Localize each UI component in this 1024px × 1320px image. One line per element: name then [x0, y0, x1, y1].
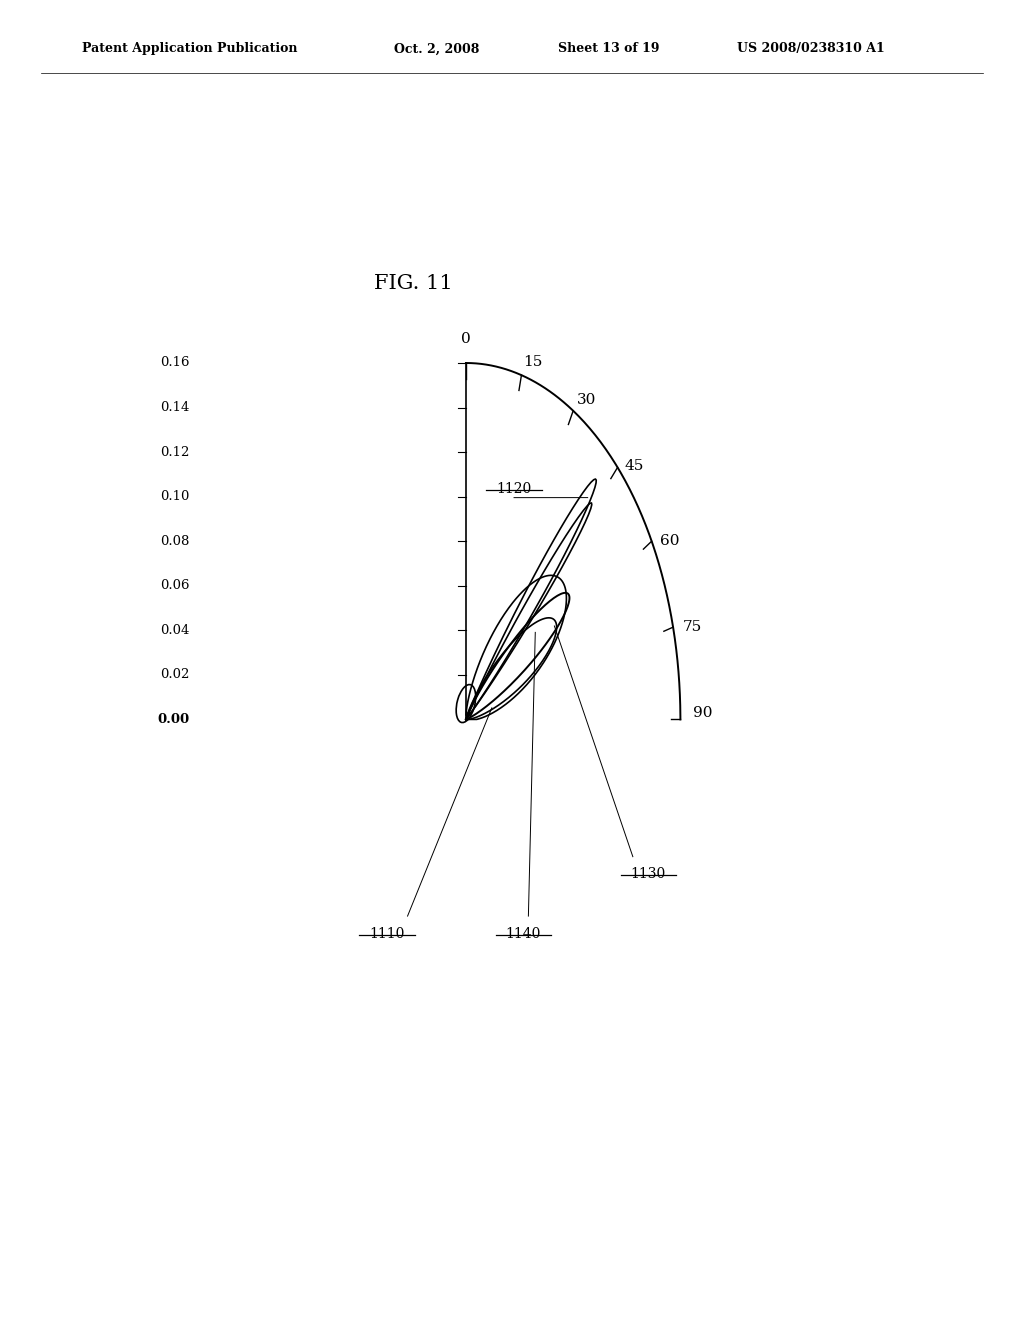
Text: 0.04: 0.04 — [160, 624, 189, 636]
Text: 1130: 1130 — [631, 867, 666, 882]
Text: 60: 60 — [659, 535, 679, 548]
Text: 1120: 1120 — [497, 482, 531, 496]
Text: 15: 15 — [523, 355, 543, 368]
Text: 0.06: 0.06 — [160, 579, 189, 593]
Text: US 2008/0238310 A1: US 2008/0238310 A1 — [737, 42, 885, 55]
Text: 1110: 1110 — [370, 927, 404, 941]
Text: 75: 75 — [682, 620, 701, 634]
Text: Sheet 13 of 19: Sheet 13 of 19 — [558, 42, 659, 55]
Text: 0.02: 0.02 — [160, 668, 189, 681]
Text: 0.00: 0.00 — [158, 713, 189, 726]
Text: FIG. 11: FIG. 11 — [374, 275, 453, 293]
Text: 45: 45 — [625, 458, 644, 473]
Text: 0.10: 0.10 — [160, 490, 189, 503]
Text: 0: 0 — [461, 331, 471, 346]
Text: 1140: 1140 — [506, 927, 541, 941]
Text: 0.12: 0.12 — [160, 446, 189, 458]
Text: Patent Application Publication: Patent Application Publication — [82, 42, 297, 55]
Text: Oct. 2, 2008: Oct. 2, 2008 — [394, 42, 479, 55]
Text: 0.08: 0.08 — [160, 535, 189, 548]
Text: 0.16: 0.16 — [160, 356, 189, 370]
Text: 30: 30 — [578, 393, 597, 408]
Text: 0.14: 0.14 — [160, 401, 189, 414]
Text: 90: 90 — [692, 706, 712, 719]
